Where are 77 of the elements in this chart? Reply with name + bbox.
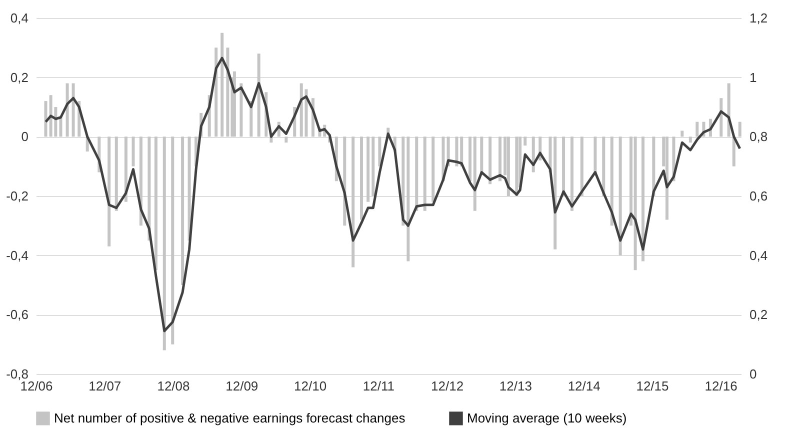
bar [181,136,184,285]
y2-tick-label: 0,2 [750,307,768,322]
y-tick-label: -0,4 [6,248,28,263]
bar [524,136,527,146]
y-tick-label: -0,6 [6,307,28,322]
x-tick-label: 12/14 [568,378,600,394]
bar [562,136,566,196]
y-tick-label: -0,2 [6,188,28,204]
x-tick-label: 12/10 [294,378,327,394]
bar [226,48,230,137]
bar [114,136,118,211]
y-tick-label: 0 [21,129,28,144]
bar [641,136,644,262]
bar [378,136,382,166]
bar [634,136,637,270]
bar [738,122,742,137]
bar [257,54,260,137]
bar [366,136,370,202]
bar [506,136,510,196]
bar [602,136,606,196]
x-tick-label: 12/16 [704,378,738,394]
bar [406,136,410,262]
bar [72,83,75,137]
line-series [44,56,742,332]
bar [284,136,288,143]
y-tick-label: 0,4 [10,10,28,26]
y2-tick-label: 1,2 [750,10,768,26]
x-tick-label: 12/15 [636,378,669,394]
bar [688,136,692,143]
bar [415,136,418,211]
x-tick-label: 12/12 [431,378,464,394]
x-tick-label: 12/09 [226,378,258,394]
bar [188,136,191,240]
x-tick-label: 12/13 [499,378,532,394]
legend-label: Moving average (10 weeks) [467,410,627,426]
bar [432,136,435,202]
bar [455,136,458,166]
x-tick-label: 12/06 [20,378,53,394]
bar [618,136,622,256]
bar [240,83,243,137]
bar [232,71,236,137]
bar [488,136,492,184]
legend-label: Net number of positive & negative earnings forecast changes [54,410,406,426]
x-tick-label: 12/08 [157,378,190,394]
bar [66,83,69,137]
bar [154,136,158,270]
bar [108,136,111,246]
y2-tick-label: 0,8 [750,129,768,144]
y2-tick-label: 0 [750,366,757,382]
bar [468,136,472,182]
bar [665,136,668,220]
bar [372,136,375,196]
bar [570,136,574,211]
bar [498,136,502,182]
x-tick-label: 12/11 [362,378,394,394]
bar [132,136,135,166]
x-tick-label: 12/07 [88,378,122,394]
bar [515,136,518,196]
bar [352,136,355,268]
bar [360,136,364,220]
y2-tick-label: 0,4 [750,248,768,263]
bar [44,101,48,137]
bar [580,136,584,196]
y2-tick-label: 0,6 [750,188,768,204]
y2-tick-label: 1 [750,70,757,85]
y-tick-label: 0,2 [10,70,28,85]
bar [680,130,684,137]
bar [696,122,699,137]
bar [480,136,484,176]
bar [473,136,476,211]
bar [610,136,614,226]
bar [220,32,224,137]
bar [171,136,174,344]
bar [732,136,736,166]
bar [423,136,426,211]
y-tick-label: -0,8 [6,366,28,382]
bar [162,136,166,350]
